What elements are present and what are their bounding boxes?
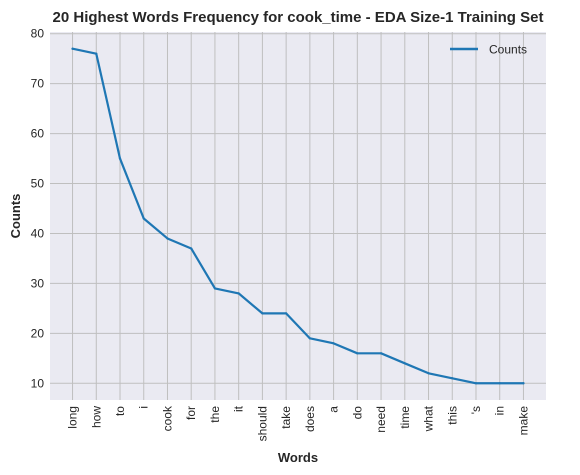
x-tick-label: does bbox=[303, 406, 317, 432]
x-axis-label: Words bbox=[278, 450, 318, 465]
legend-label-counts: Counts bbox=[489, 43, 527, 57]
x-tick-label: 's bbox=[469, 406, 483, 414]
data-point bbox=[522, 382, 525, 385]
data-point bbox=[451, 377, 454, 380]
x-tick-label: do bbox=[350, 406, 364, 420]
grid-lines bbox=[50, 32, 546, 400]
x-tick-label: need bbox=[374, 406, 388, 433]
y-tick-label: 50 bbox=[31, 177, 45, 191]
data-point bbox=[213, 287, 217, 290]
x-tick-label: cook bbox=[160, 405, 174, 431]
plot-area bbox=[50, 32, 546, 400]
x-tick-label: it bbox=[232, 405, 246, 412]
legend: Counts bbox=[450, 43, 527, 57]
y-axis-label: Counts bbox=[8, 194, 23, 239]
x-tick-label: long bbox=[66, 406, 80, 429]
data-point bbox=[427, 372, 430, 375]
data-point bbox=[356, 352, 359, 355]
data-point bbox=[71, 47, 74, 50]
data-point bbox=[403, 362, 406, 365]
x-tick-label: i bbox=[137, 406, 151, 409]
y-tick-label: 20 bbox=[31, 326, 45, 340]
x-tick-label: this bbox=[445, 406, 459, 425]
x-tick-label: what bbox=[422, 405, 436, 432]
y-tick-label: 40 bbox=[31, 226, 45, 240]
data-point bbox=[308, 337, 311, 340]
x-tick-label: take bbox=[279, 406, 293, 429]
data-point bbox=[237, 292, 240, 295]
x-tick-label: the bbox=[208, 406, 222, 423]
x-tick-label: to bbox=[113, 406, 127, 416]
data-point bbox=[498, 382, 501, 385]
x-tick-label: time bbox=[398, 406, 412, 429]
y-tick-label: 80 bbox=[31, 27, 45, 41]
y-tick-label: 10 bbox=[31, 376, 45, 390]
data-point bbox=[118, 157, 122, 160]
data-point bbox=[142, 217, 145, 220]
data-point bbox=[95, 52, 98, 55]
y-tick-label: 60 bbox=[31, 127, 45, 141]
data-point bbox=[285, 312, 288, 315]
x-tick-label: should bbox=[255, 406, 269, 441]
chart-title: 20 Highest Words Frequency for cook_time… bbox=[53, 9, 544, 26]
data-point bbox=[379, 352, 383, 355]
y-tick-label: 70 bbox=[31, 77, 45, 91]
y-axis-ticks: 10 20 30 40 50 60 70 80 bbox=[31, 27, 45, 391]
data-point bbox=[261, 312, 264, 315]
x-tick-label: in bbox=[493, 406, 507, 415]
series-layer bbox=[71, 47, 525, 385]
x-tick-label: for bbox=[184, 406, 198, 420]
data-point bbox=[332, 342, 335, 345]
x-tick-label: a bbox=[327, 406, 341, 413]
data-point bbox=[190, 247, 193, 250]
y-tick-label: 30 bbox=[31, 276, 45, 290]
data-point bbox=[166, 237, 169, 240]
x-tick-label: how bbox=[89, 406, 103, 428]
data-point bbox=[474, 382, 478, 385]
series-line-counts bbox=[71, 47, 525, 385]
x-axis-ticks: long how to i cook for the it should take does a do n… bbox=[66, 405, 531, 441]
x-tick-label: make bbox=[516, 406, 530, 436]
